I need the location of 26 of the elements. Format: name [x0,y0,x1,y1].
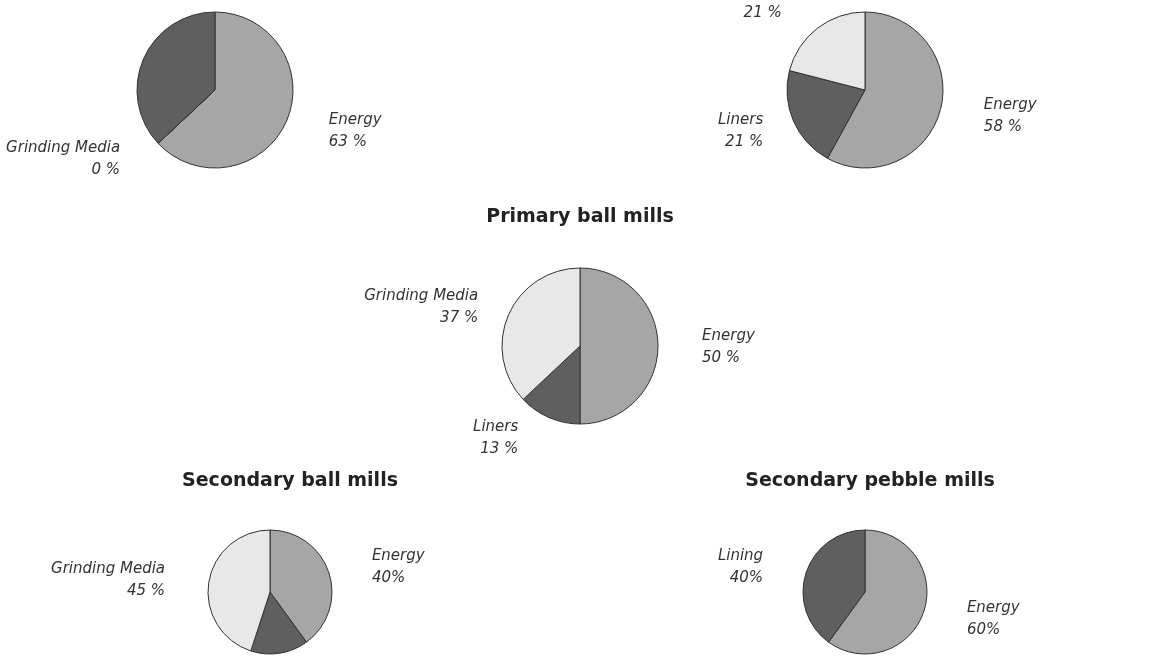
slice-label: Grinding Media [51,558,166,577]
data-label: 13 % [480,439,519,457]
text: 0 % [91,160,121,179]
slice-label: Grinding Media [364,286,479,305]
data-label: 37 % [440,308,479,327]
slice-label: Lining [717,546,764,565]
data-label: 40% [371,568,406,587]
slice-label: Energy [966,597,1021,616]
data-label: 21 % [743,3,782,21]
slice-label: Energy [702,326,756,344]
data-label: 21 % [725,131,764,150]
slice-label: Liners [473,417,519,435]
chart-title: Secondary pebble mills [745,467,995,490]
data-label: 40% [729,568,764,587]
slice-label: Energy [371,546,426,565]
chart-title: Secondary ball mills [182,467,398,490]
data-label: 63 % [328,131,367,150]
category-label: Grinding Media [6,138,121,157]
data-label: 60% [966,619,1001,638]
data-label: 45 % [126,580,166,599]
slice-label: Energy [328,109,383,128]
data-label: 50 % [702,348,741,366]
chart-title: Primary ball mills [486,203,674,226]
slice-label: Liners [717,109,764,128]
data-label: 58 % [983,116,1022,135]
slice-label: Energy [983,94,1038,113]
